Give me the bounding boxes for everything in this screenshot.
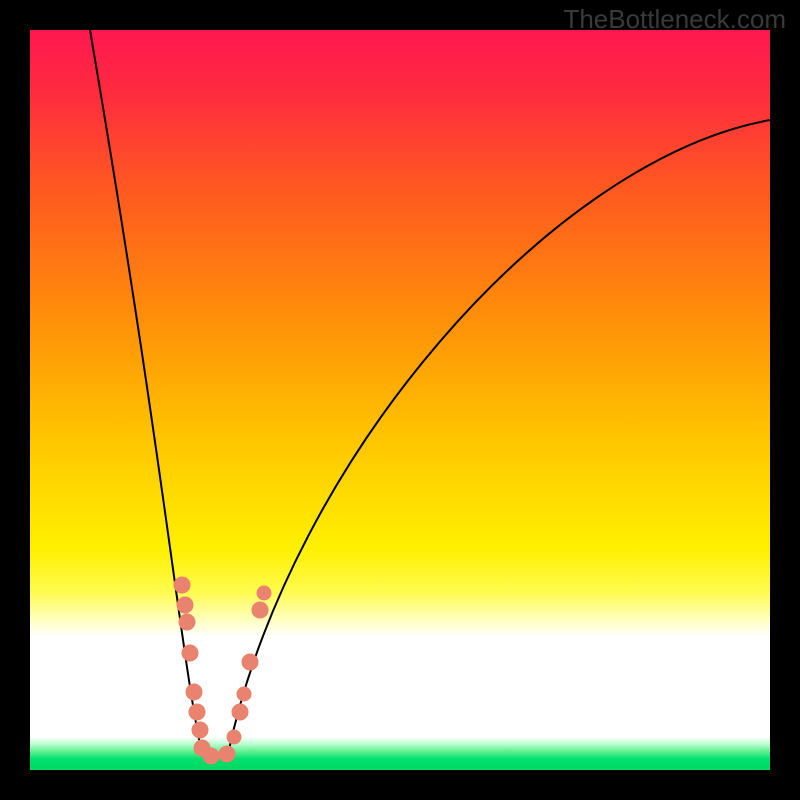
data-marker [189, 704, 205, 720]
plot-area [30, 30, 770, 770]
data-marker [177, 597, 193, 613]
bottleneck-chart-svg [30, 30, 770, 770]
data-marker [257, 586, 271, 600]
data-marker [192, 722, 208, 738]
data-marker [186, 684, 202, 700]
data-marker [232, 704, 248, 720]
data-marker [227, 730, 241, 744]
data-marker [179, 614, 195, 630]
watermark-text: TheBottleneck.com [563, 4, 786, 35]
data-marker [174, 577, 190, 593]
data-marker [219, 746, 235, 762]
data-marker [242, 654, 258, 670]
chart-container: TheBottleneck.com [0, 0, 800, 800]
gradient-background [30, 30, 770, 770]
data-marker [237, 687, 251, 701]
data-marker [182, 645, 198, 661]
data-marker [252, 602, 268, 618]
data-marker [203, 748, 219, 764]
